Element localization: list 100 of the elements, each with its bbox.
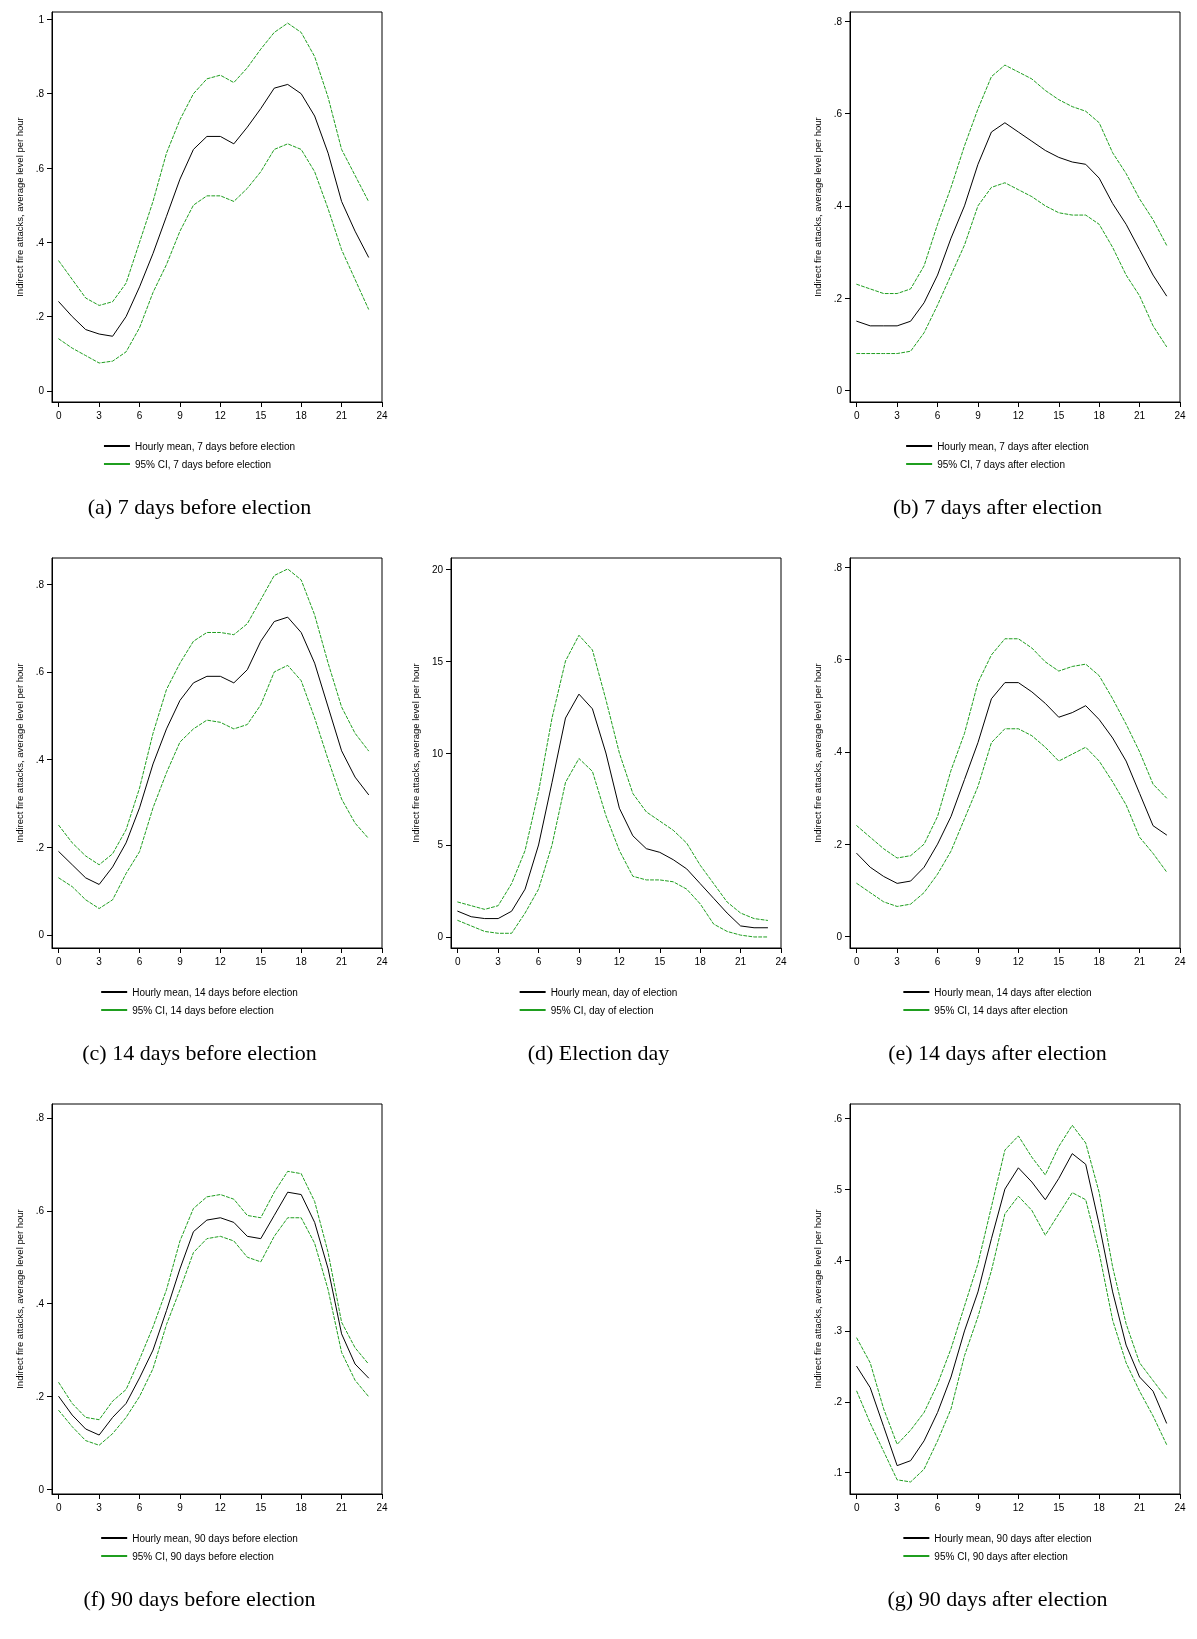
x-tick-label: 3 (894, 409, 901, 421)
x-tick-label: 21 (336, 1501, 348, 1513)
y-tick-label: .8 (833, 15, 843, 27)
y-tick-label: .6 (35, 162, 45, 174)
x-tick-label: 24 (1174, 955, 1186, 967)
x-tick-label: 15 (255, 409, 267, 421)
y-tick-label: .8 (35, 88, 45, 100)
y-axis-title: Indirect fire attacks, average level per hour (14, 1209, 26, 1389)
x-tick-label: 6 (934, 1501, 941, 1513)
y-tick-label: .6 (35, 1205, 45, 1217)
legend-label: 95% CI, day of election (550, 1004, 654, 1016)
text: (e) 14 days after election (888, 1039, 1107, 1065)
y-tick-label: .2 (833, 1396, 843, 1408)
line-series (856, 1192, 1168, 1483)
x-tick-label: 9 (975, 409, 982, 421)
text: (d) Election day (527, 1039, 670, 1065)
x-tick-label: 24 (1174, 1501, 1186, 1513)
legend-label: 95% CI, 7 days after election (937, 458, 1065, 470)
x-tick-label: 6 (934, 955, 941, 967)
x-tick-label: 12 (214, 409, 227, 421)
x-tick-label: 3 (894, 955, 901, 967)
x-tick-label: 21 (336, 409, 348, 421)
legend-label: 95% CI, 90 days after election (934, 1550, 1068, 1562)
line-series (856, 122, 1168, 327)
line-series (457, 634, 769, 921)
x-tick-label: 15 (1053, 955, 1065, 967)
y-axis-title: Indirect fire attacks, average level per hour (812, 117, 824, 297)
x-tick-label: 6 (136, 955, 143, 967)
y-tick-label: .8 (833, 561, 843, 573)
y-tick-label: .2 (35, 1391, 45, 1402)
y-tick-label: .2 (35, 841, 45, 853)
x-tick-label: 3 (96, 1501, 103, 1513)
y-tick-label: 0 (836, 384, 843, 396)
x-tick-label: 24 (1174, 409, 1186, 421)
x-tick-label: 12 (1012, 1501, 1025, 1513)
x-tick-label: 15 (255, 955, 267, 967)
x-tick-label: 0 (853, 955, 860, 967)
y-tick-label: 0 (38, 1483, 45, 1495)
x-tick-label: 3 (495, 955, 502, 967)
x-tick-label: 15 (1053, 409, 1065, 421)
y-axis-title: Indirect fire attacks, average level per hour (410, 663, 422, 843)
x-tick-label: 9 (177, 409, 184, 421)
y-axis-title: Indirect fire attacks, average level per hour (812, 663, 824, 843)
x-tick-label: 18 (1093, 955, 1106, 967)
y-tick-label: 1 (38, 13, 45, 25)
x-tick-label: 9 (975, 955, 982, 967)
text: (b) 7 days after election (893, 493, 1102, 519)
y-tick-label: 0 (437, 931, 444, 943)
x-tick-label: 6 (136, 1501, 143, 1513)
x-tick-label: 3 (96, 955, 103, 967)
y-tick-label: 15 (431, 655, 444, 667)
x-tick-label: 24 (376, 409, 388, 421)
y-axis-title: Indirect fire attacks, average level per hour (14, 663, 26, 843)
x-tick-label: 12 (214, 1501, 227, 1513)
line-series (58, 664, 370, 910)
y-tick-label: .8 (35, 1112, 45, 1124)
y-tick-label: .6 (833, 654, 843, 666)
x-tick-label: 15 (1053, 1501, 1065, 1513)
x-tick-label: 3 (96, 409, 103, 421)
x-tick-label: 18 (1093, 409, 1106, 421)
x-tick-label: 9 (177, 1501, 184, 1513)
line-series (856, 64, 1168, 295)
y-tick-label: .2 (833, 292, 843, 304)
y-axis-title: Indirect fire attacks, average level per hour (14, 117, 26, 297)
x-tick-label: 21 (1134, 1501, 1146, 1513)
line-series (58, 616, 370, 885)
x-tick-label: 0 (853, 409, 860, 421)
legend-label: 95% CI, 14 days before election (132, 1004, 274, 1016)
y-tick-label: .6 (833, 1112, 843, 1124)
x-tick-label: 12 (214, 955, 227, 967)
y-axis-title: Indirect fire attacks, average level per hour (812, 1209, 824, 1389)
x-tick-label: 0 (454, 955, 461, 967)
y-tick-label: 5 (437, 839, 444, 851)
x-tick-label: 18 (694, 955, 707, 967)
x-tick-label: 21 (336, 955, 348, 967)
x-tick-label: 9 (177, 955, 184, 967)
legend-label: Hourly mean, 14 days before election (132, 986, 298, 998)
x-tick-label: 18 (295, 409, 308, 421)
x-tick-label: 6 (934, 409, 941, 421)
y-tick-label: .4 (833, 1254, 843, 1266)
x-tick-label: 21 (1134, 409, 1146, 421)
x-tick-label: 18 (1093, 1501, 1106, 1513)
line-series (856, 682, 1168, 884)
text: (g) 90 days after election (887, 1585, 1108, 1611)
x-tick-label: 12 (1012, 409, 1025, 421)
y-tick-label: 10 (431, 747, 444, 759)
legend-label: Hourly mean, 7 days before election (134, 440, 296, 452)
legend-label: Hourly mean, 90 days before election (132, 1532, 298, 1544)
text: (a) 7 days before election (87, 493, 312, 519)
x-tick-label: 18 (295, 1501, 308, 1513)
text: (f) 90 days before election (83, 1585, 316, 1611)
line-series (58, 22, 370, 306)
legend-label: 95% CI, 90 days before election (132, 1550, 274, 1562)
line-series (58, 568, 370, 866)
x-tick-label: 3 (894, 1501, 901, 1513)
legend-label: 95% CI, 14 days after election (934, 1004, 1068, 1016)
legend-label: Hourly mean, 7 days after election (937, 440, 1089, 452)
y-tick-label: .2 (833, 838, 843, 850)
y-tick-label: .5 (833, 1183, 843, 1195)
y-tick-label: .2 (35, 311, 45, 323)
